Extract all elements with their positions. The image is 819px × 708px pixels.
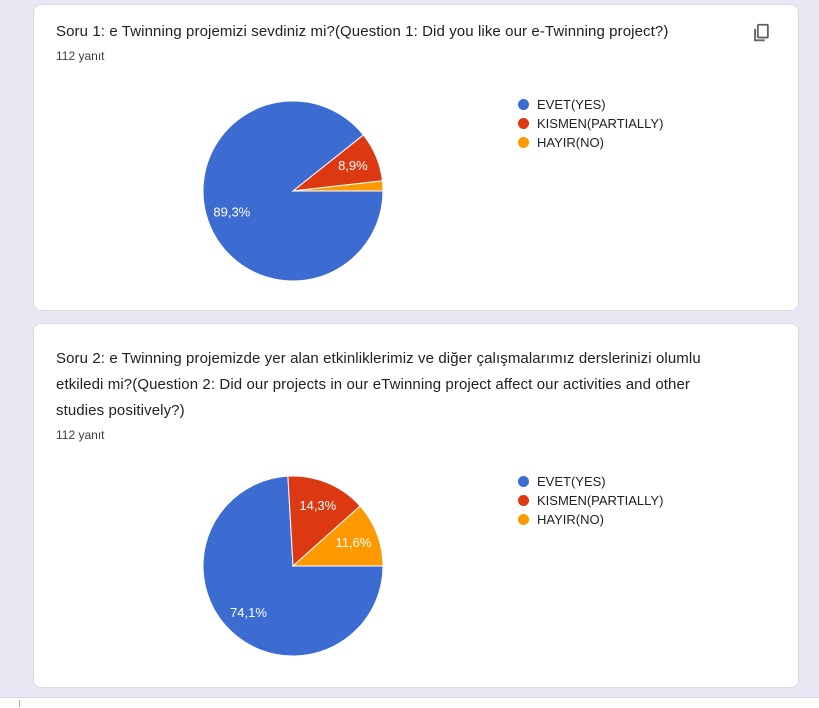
pie-slice-label: 8,9% bbox=[338, 158, 368, 173]
chart-legend: EVET(YES) KISMEN(PARTIALLY) HAYIR(NO) bbox=[518, 95, 663, 152]
pie-slice-label: 74,1% bbox=[230, 605, 267, 620]
question-card-2: Soru 2: e Twinning projemizde yer alan e… bbox=[33, 323, 799, 688]
legend-dot-icon bbox=[518, 476, 529, 487]
legend-item: HAYIR(NO) bbox=[518, 510, 663, 529]
legend-item: KISMEN(PARTIALLY) bbox=[518, 114, 663, 133]
pie-slice-label: 14,3% bbox=[299, 498, 336, 513]
legend-dot-icon bbox=[518, 495, 529, 506]
legend-label: KISMEN(PARTIALLY) bbox=[537, 116, 664, 131]
pie-chart-question-2[interactable]: 74,1% 14,3% 11,6% bbox=[198, 471, 388, 661]
page-bottom-strip bbox=[0, 697, 819, 708]
pie-slice[interactable] bbox=[292, 180, 384, 192]
copy-icon bbox=[754, 23, 769, 42]
legend-item: EVET(YES) bbox=[518, 95, 663, 114]
question-title: Soru 2: e Twinning projemizde yer alan e… bbox=[56, 350, 701, 419]
legend-label: HAYIR(NO) bbox=[537, 135, 604, 150]
pie-slice[interactable] bbox=[287, 475, 361, 568]
question-title: Soru 1: e Twinning projemizi sevdiniz mi… bbox=[56, 23, 669, 40]
legend-dot-icon bbox=[518, 514, 529, 525]
copy-chart-button[interactable] bbox=[748, 19, 776, 47]
question-card-1: Soru 1: e Twinning projemizi sevdiniz mi… bbox=[33, 4, 799, 311]
pie-slice[interactable] bbox=[291, 505, 384, 567]
chart-legend: EVET(YES) KISMEN(PARTIALLY) HAYIR(NO) bbox=[518, 472, 663, 529]
pie-slice-label: 11,6% bbox=[336, 535, 372, 550]
response-count: 112 yanıt bbox=[56, 428, 105, 442]
legend-dot-icon bbox=[518, 118, 529, 129]
legend-label: EVET(YES) bbox=[537, 97, 606, 112]
response-count: 112 yanıt bbox=[56, 49, 105, 63]
legend-item: HAYIR(NO) bbox=[518, 133, 663, 152]
legend-item: EVET(YES) bbox=[518, 472, 663, 491]
pie-chart-question-1[interactable]: 89,3% 8,9% bbox=[198, 96, 388, 286]
legend-label: HAYIR(NO) bbox=[537, 512, 604, 527]
legend-item: KISMEN(PARTIALLY) bbox=[518, 491, 663, 510]
legend-label: EVET(YES) bbox=[537, 474, 606, 489]
legend-dot-icon bbox=[518, 99, 529, 110]
legend-dot-icon bbox=[518, 137, 529, 148]
question-header: Soru 2: e Twinning projemizde yer alan e… bbox=[34, 324, 798, 442]
question-header: Soru 1: e Twinning projemizi sevdiniz mi… bbox=[34, 5, 798, 63]
text-cursor-artifact bbox=[19, 700, 20, 707]
legend-label: KISMEN(PARTIALLY) bbox=[537, 493, 664, 508]
pie-slice-label: 89,3% bbox=[213, 204, 250, 219]
